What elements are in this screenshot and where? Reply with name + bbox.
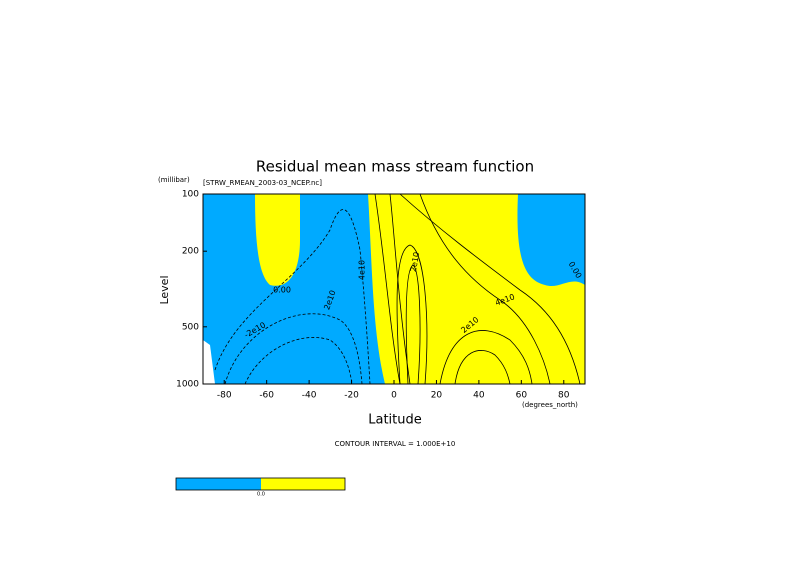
contour-line [389, 193, 411, 385]
x-tick-label: 80 [558, 391, 570, 401]
x-tick-label: 40 [473, 391, 485, 401]
x-tick-label: 20 [431, 391, 443, 401]
contour-line [405, 264, 421, 385]
chart-title: Residual mean mass stream function [256, 158, 534, 176]
y-tick-label: 1000 [176, 380, 199, 390]
positive-region [255, 194, 300, 286]
x-tick-label: 0 [391, 391, 397, 401]
contour-line [396, 244, 428, 385]
x-axis-label: Latitude [368, 413, 422, 428]
y-tick-label: 500 [182, 322, 199, 332]
colorbar-frame [175, 477, 346, 491]
missing-region [203, 340, 215, 384]
contour-line [419, 193, 551, 385]
x-unit: (degrees_north) [522, 401, 578, 409]
x-tick-label: -20 [344, 391, 359, 401]
colorbar-swatch [261, 478, 345, 490]
contour-label: 4e10 [358, 260, 367, 280]
subtitle: [STRW_RMEAN_2003-03_NCEP.nc] [203, 179, 322, 187]
y-tick-label: 200 [182, 247, 199, 257]
footer: CONTOUR INTERVAL = 1.000E+10 [335, 440, 456, 448]
x-tick-label: 60 [516, 391, 528, 401]
x-tick-label: -40 [302, 391, 317, 401]
x-tick-label: -80 [217, 391, 232, 401]
contours [214, 193, 581, 385]
contour-line [399, 193, 581, 385]
colorbar-label: 0.0 [257, 492, 265, 498]
colorbar-swatch [176, 478, 261, 490]
contour-line [374, 193, 401, 385]
positive-region [368, 194, 585, 384]
colorbar: 0.0 [175, 477, 346, 498]
plot-fields [203, 194, 585, 384]
contour-line [439, 330, 533, 385]
contour-label: 2e10 [409, 251, 421, 272]
y-unit: (millibar) [158, 176, 190, 184]
y-axis-label: Level [158, 275, 171, 304]
y-tick-label: 100 [182, 190, 199, 200]
x-tick-label: -60 [259, 391, 274, 401]
contour-line [244, 337, 353, 385]
contour-label: 0.00 [273, 286, 291, 295]
contour-line [454, 350, 511, 385]
contour-line [224, 313, 363, 385]
contour-line [214, 209, 371, 385]
